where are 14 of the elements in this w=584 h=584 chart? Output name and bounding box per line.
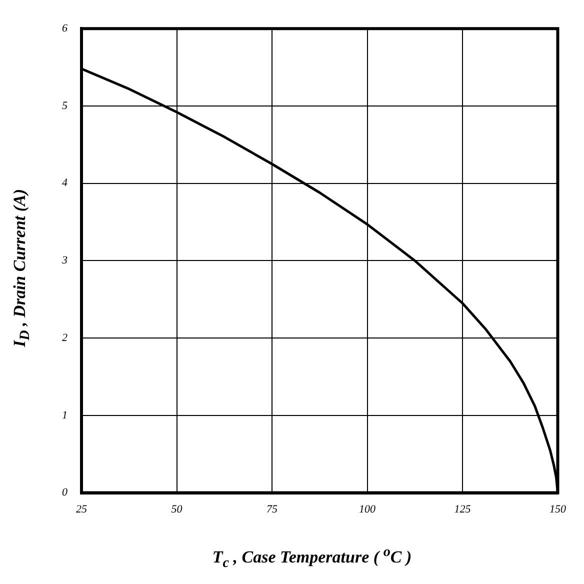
x-tick-label: 100 — [359, 503, 376, 516]
y-tick-label: 4 — [62, 177, 68, 190]
x-axis-title: T$_{c}$ , Case Temperature ( $^{o}$C ) — [211, 544, 413, 572]
y-tick-label: 1 — [62, 409, 68, 422]
y-tick-label: 2 — [62, 332, 68, 344]
x-tick-label: 125 — [454, 503, 472, 516]
y-tick-label: 0 — [62, 486, 68, 499]
x-tick-label: 25 — [76, 503, 88, 516]
x-tick-label: 75 — [266, 503, 278, 516]
y-tick-label: 3 — [61, 254, 68, 267]
y-tick-label: 6 — [62, 22, 68, 34]
x-tick-label: 50 — [171, 503, 183, 516]
y-tick-label: 5 — [62, 100, 68, 112]
x-tick-label: 150 — [550, 503, 566, 516]
